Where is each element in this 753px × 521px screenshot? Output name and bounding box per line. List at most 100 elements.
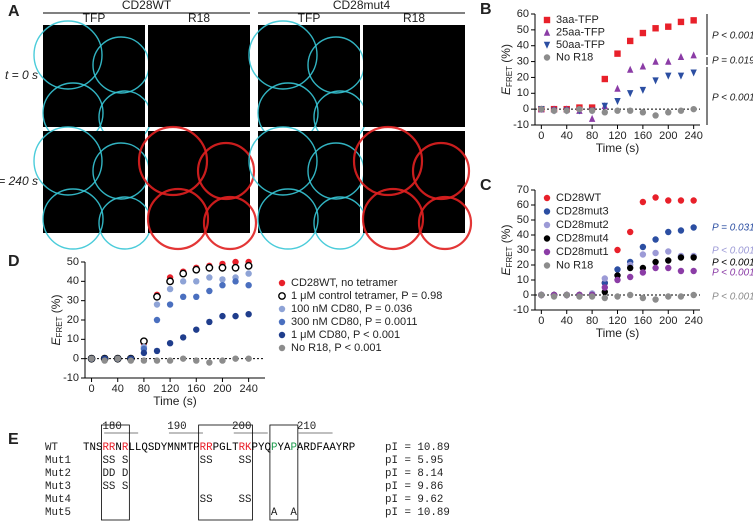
data-point xyxy=(538,105,545,113)
data-point xyxy=(153,301,161,308)
data-point xyxy=(677,72,685,80)
column-label: TFP xyxy=(83,11,106,25)
cell-outline xyxy=(202,195,258,251)
pi-value: pI = 8.14 xyxy=(385,468,443,480)
y-tick-label: 30 xyxy=(517,244,529,256)
data-point xyxy=(576,105,583,113)
legend-marker xyxy=(543,262,551,269)
legend-label: 25aa-TFP xyxy=(556,26,605,38)
sequence-segment: R xyxy=(122,442,129,454)
data-point xyxy=(153,292,161,301)
cell-outline xyxy=(352,125,424,197)
cell-outline xyxy=(42,188,104,250)
data-point xyxy=(232,312,239,320)
data-point xyxy=(665,197,672,204)
data-point xyxy=(690,105,697,113)
data-point xyxy=(153,357,161,364)
legend-marker xyxy=(278,331,286,339)
data-point xyxy=(690,197,697,204)
data-point xyxy=(652,112,659,119)
data-point xyxy=(652,249,659,257)
mutant-sequence: A A xyxy=(83,507,297,519)
p-value: P < 0.001 xyxy=(712,268,753,279)
ruler-label: 190 xyxy=(167,421,186,433)
ruler-label: 200 xyxy=(232,421,251,433)
x-tick-label: 200 xyxy=(659,315,677,327)
data-point xyxy=(601,288,609,296)
y-tick-label: 10 xyxy=(67,333,79,345)
p-value: P < 0.001 xyxy=(712,292,753,303)
panel-letter: A xyxy=(8,3,20,20)
cell-outline xyxy=(33,20,103,90)
data-point xyxy=(193,278,200,285)
data-point xyxy=(601,279,609,287)
data-point xyxy=(639,264,647,272)
panel-letter: E xyxy=(8,431,19,448)
legend-label: CD28WT xyxy=(556,192,602,204)
y-label-main: E xyxy=(49,336,63,345)
legend-marker xyxy=(278,318,286,326)
data-point xyxy=(626,264,634,272)
legend-label: 3aa-TFP xyxy=(556,14,599,26)
legend-label: 100 nM CD80, P = 0.036 xyxy=(291,303,412,315)
data-point xyxy=(231,263,240,272)
y-tick-label: 60 xyxy=(517,199,529,211)
data-point xyxy=(677,293,685,300)
sequence-segment: LLQSDYMNMTP xyxy=(128,442,199,454)
micrograph xyxy=(148,25,250,127)
row-name: Mut3 xyxy=(45,481,71,493)
sequence-segment: RK xyxy=(239,442,252,454)
y-label-sub: FRET xyxy=(505,66,514,87)
data-point xyxy=(218,263,227,272)
data-point xyxy=(192,265,201,274)
legend-label: No R18 xyxy=(556,259,593,271)
data-point xyxy=(626,228,634,236)
data-point xyxy=(166,301,174,308)
data-point xyxy=(639,86,647,94)
data-point xyxy=(652,236,659,243)
y-tick-label: 60 xyxy=(517,8,529,20)
group-label: CD28mut4 xyxy=(333,0,391,12)
data-point xyxy=(219,282,226,289)
y-label-unit: (%) xyxy=(499,44,513,66)
x-tick-label: 0 xyxy=(538,315,544,327)
legend-label: CD28mut1 xyxy=(556,246,609,258)
x-tick-label: 240 xyxy=(684,130,702,142)
data-point xyxy=(690,69,697,77)
data-point xyxy=(665,257,672,264)
data-point xyxy=(665,23,672,30)
motif-box xyxy=(198,424,253,521)
data-point xyxy=(614,98,621,106)
panel-letter: C xyxy=(480,177,492,194)
legend-marker xyxy=(543,221,551,229)
data-point xyxy=(114,355,121,362)
x-tick-label: 40 xyxy=(112,383,124,395)
y-label-unit: (%) xyxy=(499,225,513,247)
panel-letter: B xyxy=(480,1,492,18)
data-point xyxy=(639,29,647,37)
row-name: Mut5 xyxy=(45,507,71,519)
data-point xyxy=(690,291,697,299)
y-tick-label: 20 xyxy=(517,71,529,83)
cell-outline xyxy=(248,20,318,90)
data-point xyxy=(626,90,634,98)
data-point xyxy=(563,291,570,299)
data-point xyxy=(140,337,148,346)
y-tick-label: -10 xyxy=(513,119,529,131)
pi-value: pI = 5.95 xyxy=(385,455,443,467)
legend-marker xyxy=(543,54,551,61)
legend-marker xyxy=(278,292,286,300)
p-value: P < 0.001 xyxy=(712,258,753,269)
x-tick-label: 40 xyxy=(561,130,573,142)
cell-outline xyxy=(196,141,256,201)
data-point xyxy=(639,198,647,206)
y-tick-label: 0 xyxy=(523,103,529,115)
data-point xyxy=(232,355,239,362)
data-point xyxy=(665,293,672,300)
data-point xyxy=(219,357,226,364)
data-point xyxy=(576,293,583,300)
data-point xyxy=(665,109,672,116)
y-label-main: E xyxy=(499,266,513,275)
x-tick-label: 120 xyxy=(161,383,179,395)
x-tick-label: 200 xyxy=(659,130,677,142)
